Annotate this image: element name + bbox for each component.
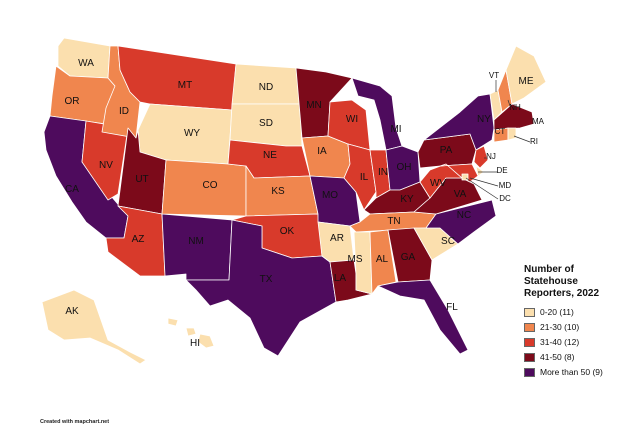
legend-item: 0-20 (11)	[524, 306, 622, 318]
state-label-ks: KS	[271, 186, 285, 197]
legend-item: More than 50 (9)	[524, 366, 622, 378]
state-de	[475, 165, 485, 177]
state-label-in: IN	[378, 167, 388, 178]
legend-swatch	[524, 352, 535, 362]
state-fl	[377, 279, 469, 355]
leader-line-ri	[513, 135, 531, 143]
state-label-ok: OK	[280, 226, 295, 237]
state-label-wa: WA	[78, 58, 94, 69]
legend-swatch	[524, 337, 535, 347]
state-label-nh: NH	[509, 103, 521, 112]
legend-label: 31-40 (12)	[540, 337, 580, 347]
legend-label: 21-30 (10)	[540, 322, 580, 332]
state-label-ma: MA	[532, 117, 545, 126]
legend-item: 21-30 (10)	[524, 321, 622, 333]
legend-label: 0-20 (11)	[540, 307, 574, 317]
state-label-az: AZ	[132, 234, 145, 245]
legend-item: 31-40 (12)	[524, 336, 622, 348]
state-ri	[507, 127, 517, 141]
state-label-nc: NC	[457, 210, 471, 221]
state-label-mo: MO	[322, 190, 338, 201]
state-label-tx: TX	[260, 274, 273, 285]
leader-line-dc	[465, 177, 499, 200]
state-label-nj: NJ	[486, 152, 496, 161]
state-label-sc: SC	[441, 236, 455, 247]
state-label-mi: MI	[390, 124, 401, 135]
state-label-hi: HI	[190, 338, 200, 349]
state-label-ca: CA	[65, 184, 79, 195]
state-label-ne: NE	[263, 150, 277, 161]
legend-label: More than 50 (9)	[540, 367, 603, 377]
state-nj	[473, 145, 489, 169]
state-label-mt: MT	[178, 80, 192, 91]
state-label-wv: WV	[430, 178, 446, 189]
state-nm	[161, 213, 233, 281]
state-md	[439, 163, 479, 183]
state-label-md: MD	[499, 181, 512, 190]
state-ga	[387, 227, 433, 283]
map-legend: Number of Statehouse Reporters, 2022 0-2…	[524, 264, 622, 381]
legend-title: Number of Statehouse Reporters, 2022	[524, 264, 600, 299]
state-label-de: DE	[496, 166, 507, 175]
state-label-ak: AK	[65, 306, 79, 317]
state-label-wi: WI	[346, 114, 358, 125]
state-label-nv: NV	[99, 160, 113, 171]
state-ak	[41, 289, 147, 365]
state-label-ia: IA	[317, 146, 327, 157]
leader-line-md	[469, 177, 499, 187]
state-label-me: ME	[519, 76, 534, 87]
leader-line-nh	[507, 99, 511, 107]
state-label-wy: WY	[184, 128, 200, 139]
state-label-al: AL	[376, 254, 389, 265]
state-label-ct: CT	[495, 127, 506, 136]
state-label-ut: UT	[135, 174, 148, 185]
state-label-ms: MS	[348, 254, 363, 265]
state-label-fl: FL	[446, 302, 458, 313]
state-label-la: LA	[334, 273, 347, 284]
legend-item: 41-50 (8)	[524, 351, 622, 363]
state-label-nm: NM	[188, 236, 204, 247]
legend-swatch	[524, 307, 535, 317]
state-nc	[425, 199, 497, 245]
state-label-ny: NY	[477, 114, 491, 125]
state-label-mn: MN	[306, 100, 322, 111]
state-ms	[353, 231, 373, 295]
state-me	[505, 45, 547, 105]
state-label-va: VA	[454, 189, 467, 200]
state-label-oh: OH	[397, 162, 412, 173]
state-label-or: OR	[65, 96, 80, 107]
state-label-ar: AR	[330, 233, 344, 244]
state-hi	[167, 317, 215, 349]
legend-swatch	[524, 322, 535, 332]
state-label-ga: GA	[401, 252, 416, 263]
state-label-id: ID	[119, 106, 129, 117]
credit-text: Created with mapchart.net	[40, 419, 110, 425]
state-label-co: CO	[203, 180, 218, 191]
legend-label: 41-50 (8)	[540, 352, 575, 362]
state-label-ky: KY	[400, 194, 414, 205]
state-label-tn: TN	[387, 216, 400, 227]
state-label-dc: DC	[499, 194, 511, 203]
state-label-pa: PA	[440, 145, 453, 156]
state-label-ri: RI	[530, 137, 538, 146]
state-label-vt: VT	[489, 71, 499, 80]
state-label-sd: SD	[259, 118, 273, 129]
state-label-nd: ND	[259, 82, 273, 93]
state-label-il: IL	[360, 172, 369, 183]
legend-swatch	[524, 367, 535, 377]
